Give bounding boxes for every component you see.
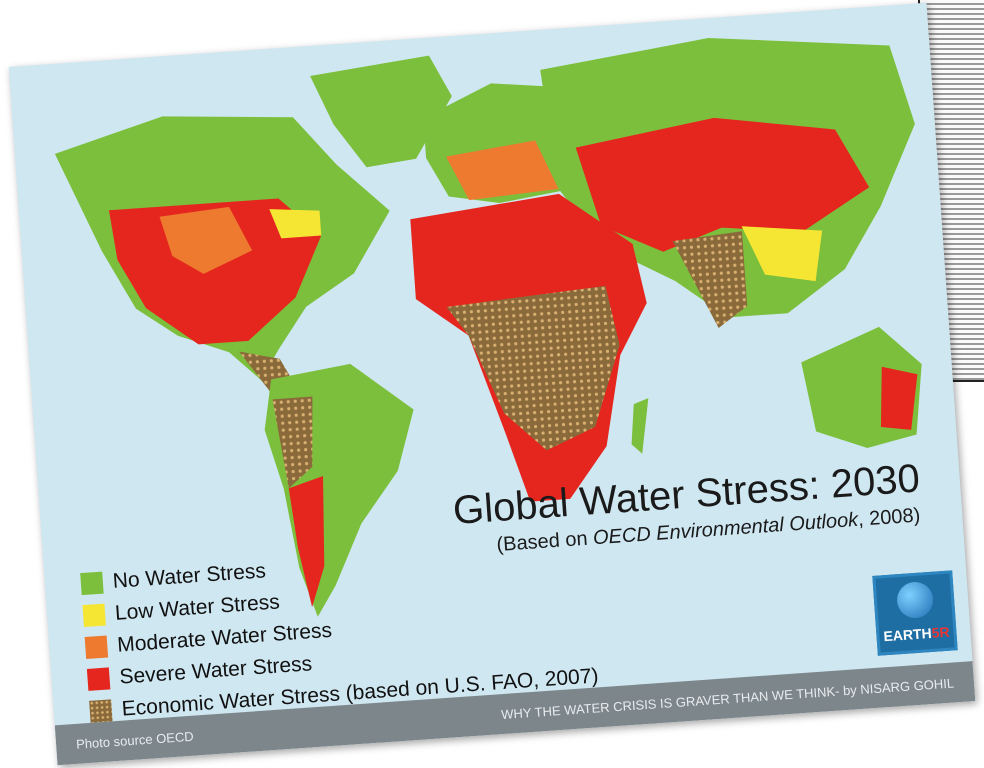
map-card: Global Water Stress: 2030 (Based on OECD…: [9, 3, 976, 765]
legend-swatch: [89, 699, 112, 722]
legend-swatch: [87, 667, 110, 690]
earth5r-logo: EARTH5R: [872, 570, 957, 655]
subtitle-text: , 2008): [857, 504, 921, 530]
logo-accent: 5R: [931, 624, 950, 641]
legend-swatch: [85, 635, 108, 658]
madagascar: [628, 398, 652, 454]
photo-source: Photo source OECD: [76, 729, 195, 752]
logo-globe: [896, 581, 934, 619]
logo-main: EARTH: [883, 625, 932, 644]
legend-swatch: [82, 604, 105, 627]
logo-text: EARTH5R: [879, 623, 954, 644]
page: Global Water Stress: 2030 (Based on OECD…: [0, 0, 984, 768]
legend-swatch: [80, 572, 103, 595]
